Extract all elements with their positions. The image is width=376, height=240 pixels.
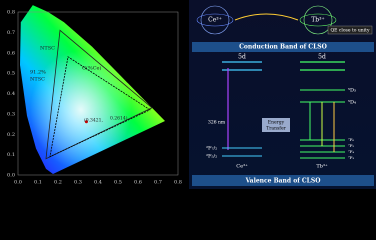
level-label: ⁵D₄ [348, 100, 356, 106]
level-label: 5d [238, 54, 246, 61]
coord-label: 0.2614) [110, 115, 128, 122]
atom-orbit [196, 13, 234, 27]
level-label: ⁷F₄ [348, 149, 354, 154]
x-tick-label: 0.1 [34, 180, 42, 186]
conduction-band [192, 42, 374, 52]
gamut-label: NTSC [30, 77, 45, 83]
y-tick-label: 0.6 [7, 50, 15, 56]
ntsc-label: NTSC [40, 46, 55, 52]
page: {"cie":{"x_ticks":["0.0","0.1","0.2","0.… [7, 0, 376, 189]
level-label: 5d [318, 54, 326, 61]
coord-point [84, 120, 88, 124]
atom-orbit [299, 13, 337, 27]
x-tick-label: 0.8 [174, 180, 182, 186]
atom-icon [200, 5, 230, 35]
y-tick-label: 0.2 [7, 132, 15, 138]
x-tick-label: 0.4 [94, 180, 102, 186]
ion-label: Tb³⁺ [316, 164, 328, 170]
band-label: Conduction Band of CLSO [239, 44, 327, 51]
coord-label: (0.3421, [84, 117, 103, 124]
y-tick-label: 0.5 [7, 71, 15, 77]
excitation-label: 326 nm [208, 120, 226, 126]
qe-box [327, 25, 373, 35]
ion-label: Ce³⁺ [208, 17, 222, 24]
x-tick-label: 0.3 [74, 180, 82, 186]
level-label: ²F₅/₂ [206, 154, 217, 160]
y-tick-label: 0.0 [7, 173, 15, 179]
valence-band [192, 175, 374, 186]
y-tick-label: 0.4 [7, 91, 15, 97]
y-tick-label: 0.1 [7, 152, 15, 158]
ion-label: Ce³⁺ [236, 164, 248, 170]
x-tick-label: 0.5 [114, 180, 122, 186]
x-tick-label: 0.7 [154, 180, 162, 186]
x-tick-label: 0.2 [54, 180, 62, 186]
y-tick-label: 0.7 [7, 30, 15, 36]
cie-diagram: 0.0 0.1 0.2 0.3 0.4 0.5 0.6 0.7 0.8 0.0 0.1 0.2 0.3 0… [7, 5, 182, 186]
sample-triangle [49, 56, 151, 158]
transfer-box [262, 118, 290, 132]
transfer-label: Energy [268, 120, 285, 126]
level-label: ⁷F₆ [348, 137, 354, 142]
x-tick-label: 0.0 [14, 180, 22, 186]
level-label: ⁷F₃ [348, 155, 354, 160]
y-tick-label: 0.3 [7, 111, 15, 117]
band-label: Valence Band of CLSO [245, 178, 321, 185]
host-label: G(%Ce) [82, 65, 101, 72]
level-label: ⁷F₅ [348, 143, 354, 148]
x-tick-label: 0.6 [134, 180, 142, 186]
energy-diagram: Ce³⁺ Tb³⁺ QE close to unity Conduction B… [192, 5, 374, 186]
gamut-label: 91.2% [30, 70, 46, 76]
cie-white [20, 5, 165, 174]
ntsc-triangle [45, 29, 153, 160]
atom-icon [303, 5, 333, 35]
ion-label: Tb³⁺ [311, 17, 324, 24]
level-label: ²F₇/₂ [206, 146, 217, 152]
axis-frame [17, 11, 179, 176]
qe-label: QE close to unity [330, 28, 369, 34]
level-label: ⁵D₃ [348, 88, 356, 94]
figure: 0.0 0.1 0.2 0.3 0.4 0.5 0.6 0.7 0.8 0.0 0.1 0.2 0.3 0… [7, 0, 376, 189]
transfer-label: Transfer [266, 126, 286, 132]
y-tick-label: 0.8 [7, 10, 15, 16]
transfer-wave [234, 13, 299, 21]
